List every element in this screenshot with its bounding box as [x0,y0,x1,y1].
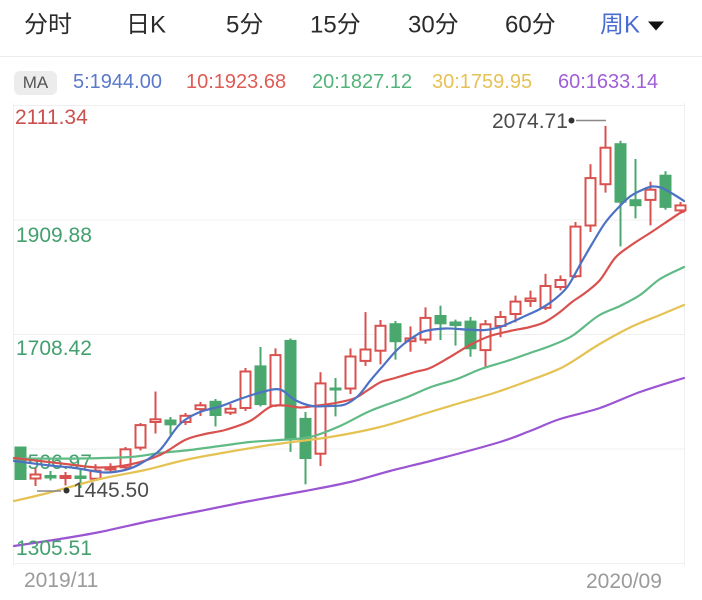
svg-text:2019/11: 2019/11 [24,569,98,592]
svg-text:30: 30 [408,12,435,39]
svg-text:1909.88: 1909.88 [16,224,92,247]
svg-text:5: 5 [226,12,239,39]
svg-text:2111.34: 2111.34 [15,106,88,129]
svg-text:1305.51: 1305.51 [16,537,92,560]
svg-text:15: 15 [310,12,337,39]
svg-text:60:1633.14: 60:1633.14 [558,71,658,93]
svg-text:K: K [624,12,640,39]
svg-text:30:1759.95: 30:1759.95 [432,71,532,93]
svg-text:1445.50: 1445.50 [73,479,149,502]
svg-text:2020/09: 2020/09 [586,570,662,593]
svg-text:20:1827.12: 20:1827.12 [312,71,412,93]
svg-text:60: 60 [505,12,532,39]
svg-text:MA: MA [23,73,49,92]
svg-text:2074.71: 2074.71 [492,110,568,133]
svg-text:1708.42: 1708.42 [16,337,92,360]
svg-text:10:1923.68: 10:1923.68 [186,71,286,93]
svg-text:5:1944.00: 5:1944.00 [73,71,162,93]
svg-text:K: K [150,12,166,39]
